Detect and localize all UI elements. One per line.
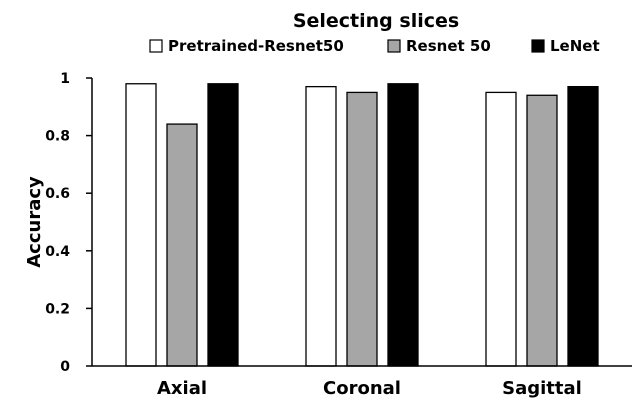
legend-swatch: [387, 39, 401, 53]
chart-title: Selecting slices: [293, 10, 459, 32]
y-tick-label: 0.2: [45, 301, 70, 317]
bar-lenet-coronal: [387, 83, 419, 367]
y-tick-label: 0.4: [45, 244, 70, 260]
legend-label: LeNet: [550, 37, 600, 55]
bars: [125, 83, 599, 367]
bar-resnet-50-sagittal: [526, 94, 558, 367]
bar-lenet-axial: [207, 83, 239, 367]
y-tick-label: 0.8: [45, 129, 70, 145]
legend: Pretrained-Resnet50 Resnet 50 LeNet: [149, 37, 600, 55]
bar-pretrained-resnet50-coronal: [305, 85, 337, 367]
bar-pretrained-resnet50-axial: [125, 83, 157, 367]
x-tick-label: Axial: [157, 378, 207, 399]
bar-resnet-50-axial: [166, 123, 198, 367]
legend-label: Resnet 50: [406, 37, 491, 55]
x-axis-ticks: Axial Coronal Sagittal: [157, 378, 582, 399]
y-axis-label: Accuracy: [24, 176, 45, 268]
y-tick-label: 0.6: [45, 186, 70, 202]
bar-pretrained-resnet50-sagittal: [485, 91, 517, 367]
x-tick-label: Sagittal: [502, 378, 582, 399]
y-axis-ticks: 0 0.2 0.4 0.6 0.8 1: [45, 71, 92, 375]
x-tick-label: Coronal: [323, 378, 401, 399]
y-tick-label: 0: [60, 359, 70, 375]
legend-label: Pretrained-Resnet50: [168, 37, 344, 55]
legend-swatch: [149, 39, 163, 53]
y-tick-label: 1: [60, 71, 70, 87]
bar-resnet-50-coronal: [346, 91, 378, 367]
legend-swatch: [531, 39, 545, 53]
bar-lenet-sagittal: [567, 85, 599, 367]
